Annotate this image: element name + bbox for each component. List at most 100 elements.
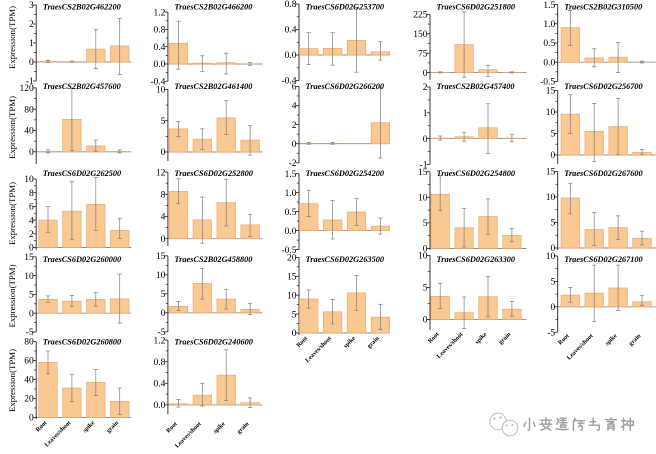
- svg-text:0.0: 0.0: [543, 58, 555, 68]
- svg-text:-0.4: -0.4: [281, 77, 296, 87]
- svg-text:15: 15: [546, 168, 556, 178]
- svg-text:TraesCS6D02G260800: TraesCS6D02G260800: [43, 337, 122, 346]
- svg-text:0.8: 0.8: [154, 358, 166, 368]
- svg-text:TraesCS6D02G254200: TraesCS6D02G254200: [306, 169, 385, 178]
- svg-text:4: 4: [292, 102, 297, 112]
- svg-text:-1: -1: [26, 77, 34, 87]
- svg-text:15: 15: [418, 168, 428, 178]
- svg-text:0.8: 0.8: [154, 26, 166, 36]
- svg-text:0: 0: [29, 148, 34, 158]
- svg-text:12: 12: [156, 168, 166, 178]
- svg-text:10: 10: [24, 175, 34, 185]
- svg-text:150: 150: [413, 30, 428, 40]
- svg-text:-0.4: -0.4: [150, 78, 165, 88]
- svg-text:0: 0: [29, 414, 34, 424]
- svg-text:15: 15: [287, 273, 297, 283]
- svg-text:0: 0: [550, 244, 555, 254]
- svg-text:TraesCS2B02G457400: TraesCS2B02G457400: [437, 82, 515, 91]
- svg-text:-2: -2: [289, 159, 297, 169]
- svg-text:Expression(TPM): Expression(TPM): [7, 349, 17, 412]
- svg-text:1.5: 1.5: [285, 170, 297, 180]
- svg-text:40: 40: [24, 376, 34, 386]
- svg-text:75: 75: [418, 49, 428, 59]
- svg-text:6: 6: [29, 203, 34, 213]
- svg-text:TraesCS2B02G461400: TraesCS2B02G461400: [174, 82, 252, 91]
- svg-text:TraesCS6D02G263300: TraesCS6D02G263300: [437, 255, 516, 264]
- svg-text:0.8: 0.8: [285, 0, 297, 10]
- svg-text:5: 5: [550, 219, 555, 229]
- svg-text:TraesCS6D02G266200: TraesCS6D02G266200: [306, 82, 385, 91]
- svg-text:225: 225: [413, 11, 428, 21]
- svg-text:15: 15: [546, 87, 556, 97]
- svg-text:2: 2: [292, 121, 297, 131]
- svg-text:80: 80: [24, 105, 34, 115]
- svg-text:10: 10: [156, 86, 166, 96]
- svg-text:0: 0: [161, 235, 166, 245]
- svg-text:TraesCS6D02G256700: TraesCS6D02G256700: [564, 82, 643, 91]
- svg-text:TraesCS6D02G262500: TraesCS6D02G262500: [43, 169, 122, 178]
- svg-text:120: 120: [19, 84, 34, 94]
- svg-text:4: 4: [29, 216, 34, 226]
- svg-text:-0.5: -0.5: [540, 78, 555, 88]
- svg-text:1.0: 1.0: [285, 189, 297, 199]
- svg-text:TraesCS2B02G466200: TraesCS2B02G466200: [174, 2, 252, 11]
- svg-text:5: 5: [423, 219, 428, 229]
- svg-text:TraesCS6D02G263500: TraesCS6D02G263500: [306, 255, 385, 264]
- svg-text:10: 10: [546, 108, 556, 118]
- svg-text:10: 10: [418, 194, 428, 204]
- svg-text:6: 6: [292, 83, 297, 93]
- svg-text:0.0: 0.0: [285, 227, 297, 237]
- svg-text:TraesCS6D02G252800: TraesCS6D02G252800: [174, 169, 253, 178]
- svg-text:TraesCS6D02G254800: TraesCS6D02G254800: [437, 169, 516, 178]
- svg-text:5: 5: [550, 130, 555, 140]
- svg-text:5: 5: [161, 290, 166, 300]
- svg-text:20: 20: [24, 395, 34, 405]
- svg-text:10: 10: [546, 252, 556, 262]
- svg-text:0: 0: [29, 309, 34, 319]
- svg-text:TraesCS6D02G251800: TraesCS6D02G251800: [437, 2, 516, 11]
- svg-text:TraesCS2B02G310500: TraesCS2B02G310500: [564, 2, 642, 11]
- svg-text:-5: -5: [157, 328, 165, 338]
- svg-text:TraesCS2B02G462200: TraesCS2B02G462200: [43, 2, 121, 11]
- svg-text:TraesCS6D02G267600: TraesCS6D02G267600: [564, 169, 643, 178]
- svg-text:0: 0: [550, 151, 555, 161]
- svg-text:15: 15: [156, 252, 166, 262]
- svg-text:Expression(TPM): Expression(TPM): [7, 182, 17, 245]
- svg-text:TraesCS6D02G240600: TraesCS6D02G240600: [174, 337, 253, 346]
- svg-text:0: 0: [423, 245, 428, 255]
- svg-text:0: 0: [292, 329, 297, 339]
- svg-text:0: 0: [423, 316, 428, 326]
- svg-text:10: 10: [287, 291, 297, 301]
- svg-text:0.5: 0.5: [543, 39, 555, 49]
- svg-text:0.0: 0.0: [285, 51, 297, 61]
- svg-text:4: 4: [161, 213, 166, 223]
- svg-text:-1: -1: [420, 161, 428, 171]
- svg-text:60: 60: [24, 357, 34, 367]
- svg-text:15: 15: [24, 253, 34, 263]
- svg-text:TraesCS6D02G260000: TraesCS6D02G260000: [43, 255, 122, 264]
- svg-text:10: 10: [546, 193, 556, 203]
- svg-text:1: 1: [29, 39, 34, 49]
- svg-text:20: 20: [287, 254, 297, 264]
- svg-text:0: 0: [29, 58, 34, 68]
- svg-text:0: 0: [423, 69, 428, 79]
- svg-text:10: 10: [418, 252, 428, 262]
- svg-text:1.0: 1.0: [543, 20, 555, 30]
- svg-text:Expression(TPM): Expression(TPM): [7, 96, 17, 159]
- svg-text:TraesCS2B02G457600: TraesCS2B02G457600: [43, 82, 121, 91]
- svg-text:0: 0: [423, 135, 428, 145]
- svg-text:0.0: 0.0: [154, 60, 166, 70]
- svg-text:8: 8: [29, 189, 34, 199]
- svg-text:10: 10: [24, 272, 34, 282]
- svg-text:3: 3: [29, 1, 34, 11]
- svg-text:5: 5: [423, 284, 428, 294]
- svg-text:0: 0: [161, 309, 166, 319]
- svg-text:TraesCS2B02G458800: TraesCS2B02G458800: [174, 255, 252, 264]
- svg-text:5: 5: [292, 310, 297, 320]
- svg-text:0: 0: [161, 148, 166, 158]
- svg-text:2: 2: [423, 83, 428, 93]
- svg-text:40: 40: [24, 127, 34, 137]
- svg-text:Expression(TPM): Expression(TPM): [7, 264, 17, 327]
- svg-text:5: 5: [550, 278, 555, 288]
- svg-text:0.5: 0.5: [285, 208, 297, 218]
